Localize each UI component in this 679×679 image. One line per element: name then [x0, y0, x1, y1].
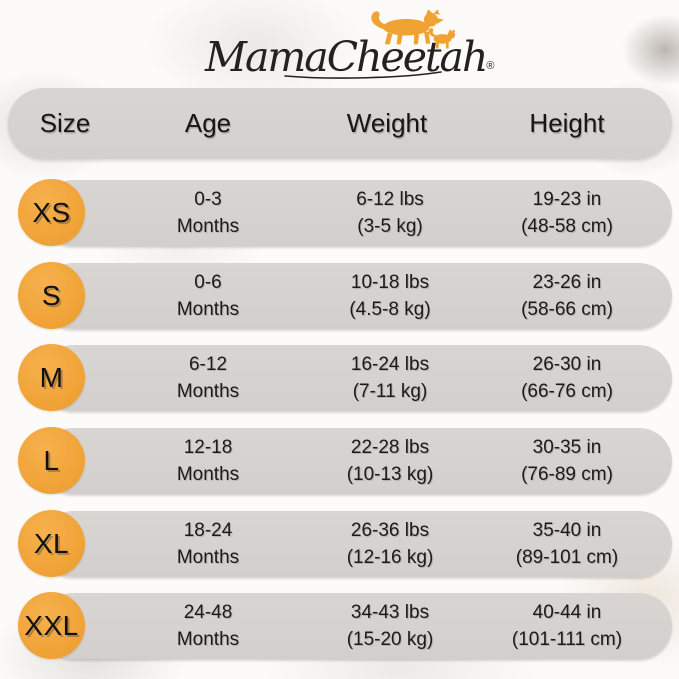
- table-row-xxl: XXL 24-48 Months 34-43 lbs (15-20 kg) 40-4…: [0, 592, 679, 660]
- brand-text: MamaCheetah: [205, 33, 488, 81]
- age-range: 0-3: [194, 189, 222, 210]
- age-range: 12-18: [183, 437, 233, 458]
- weight-cell: 6-12 lbs (3-5 kg): [300, 180, 480, 246]
- size-badge: XS: [18, 179, 85, 246]
- header-age: Age: [184, 108, 232, 138]
- table-row-m: M 6-12 Months 16-24 lbs (7-11 kg) 26-30 in…: [0, 344, 679, 412]
- height-cm: (48-58 cm): [521, 216, 613, 237]
- age-range: 18-24: [183, 520, 233, 541]
- weight-lbs: 10-18 lbs: [350, 272, 430, 293]
- height-in: 26-30 in: [532, 354, 602, 375]
- height-cell: 35-40 in (89-101 cm): [467, 511, 667, 577]
- height-cell: 30-35 in (76-89 cm): [467, 428, 667, 494]
- height-cm: (89-101 cm): [515, 547, 619, 568]
- size-label: XS: [32, 196, 71, 228]
- height-cm: (101-111 cm): [511, 629, 623, 650]
- age-cell: 0-3 Months: [118, 180, 298, 246]
- size-label: S: [41, 279, 62, 311]
- weight-cell: 10-18 lbs (4.5-8 kg): [300, 263, 480, 329]
- weight-kg: (10-13 kg): [346, 464, 434, 485]
- table-row-xs: XS 0-3 Months 6-12 lbs (3-5 kg) 19-23 in (4…: [0, 179, 679, 247]
- age-cell: 0-6 Months: [118, 263, 298, 329]
- cheetah-icon: [371, 9, 456, 49]
- row-pill: [40, 263, 672, 329]
- header-height: Height: [529, 108, 605, 138]
- size-badge: M: [18, 344, 85, 411]
- age-cell: 18-24 Months: [118, 511, 298, 577]
- age-unit: Months: [176, 216, 240, 237]
- height-in: 23-26 in: [532, 272, 602, 293]
- weight-cell: 26-36 lbs (12-16 kg): [300, 511, 480, 577]
- height-in: 35-40 in: [532, 520, 602, 541]
- weight-lbs: 34-43 lbs: [350, 602, 430, 623]
- table-row-s: S 0-6 Months 10-18 lbs (4.5-8 kg) 23-26 in…: [0, 262, 679, 330]
- age-range: 6-12: [188, 354, 228, 375]
- size-badge: L: [18, 427, 85, 494]
- weight-cell: 22-28 lbs (10-13 kg): [300, 428, 480, 494]
- row-pill: [40, 180, 672, 246]
- size-label: M: [39, 361, 64, 393]
- table-row-l: L 12-18 Months 22-28 lbs (10-13 kg) 30-35 …: [0, 427, 679, 495]
- age-range: 24-48: [183, 602, 233, 623]
- brand-logo: MamaCheetah®: [205, 4, 495, 86]
- table-row-xl: XL 18-24 Months 26-36 lbs (12-16 kg) 35-40…: [0, 510, 679, 578]
- row-pill: [40, 511, 672, 577]
- height-in: 40-44 in: [532, 602, 602, 623]
- age-range: 0-6: [194, 272, 222, 293]
- weight-kg: (7-11 kg): [352, 381, 428, 402]
- size-label: XXL: [24, 609, 79, 641]
- height-cm: (58-66 cm): [521, 299, 613, 320]
- weight-kg: (12-16 kg): [346, 547, 434, 568]
- weight-lbs: 6-12 lbs: [356, 189, 424, 210]
- header-size: Size: [39, 108, 91, 138]
- weight-cell: 16-24 lbs (7-11 kg): [300, 345, 480, 411]
- age-unit: Months: [176, 464, 240, 485]
- weight-lbs: 16-24 lbs: [350, 354, 430, 375]
- weight-kg: (4.5-8 kg): [349, 299, 431, 320]
- weight-kg: (3-5 kg): [357, 216, 423, 237]
- age-unit: Months: [176, 381, 240, 402]
- height-cell: 26-30 in (66-76 cm): [467, 345, 667, 411]
- header-weight: Weight: [346, 108, 428, 138]
- row-pill: [40, 428, 672, 494]
- size-label: L: [43, 444, 60, 476]
- row-pill: [40, 593, 672, 659]
- weight-kg: (15-20 kg): [346, 629, 434, 650]
- age-unit: Months: [176, 299, 240, 320]
- age-unit: Months: [176, 547, 240, 568]
- height-cm: (76-89 cm): [521, 464, 613, 485]
- size-badge: S: [18, 262, 85, 329]
- height-cm: (66-76 cm): [521, 381, 613, 402]
- weight-lbs: 22-28 lbs: [350, 437, 430, 458]
- age-cell: 6-12 Months: [118, 345, 298, 411]
- row-pill: [40, 345, 672, 411]
- size-badge: XXL: [18, 592, 85, 659]
- size-label: XL: [33, 527, 70, 559]
- height-cell: 40-44 in (101-111 cm): [467, 593, 667, 659]
- logo-flourish: [284, 71, 442, 79]
- height-in: 19-23 in: [532, 189, 602, 210]
- age-unit: Months: [176, 629, 240, 650]
- age-cell: 12-18 Months: [118, 428, 298, 494]
- height-in: 30-35 in: [532, 437, 602, 458]
- weight-cell: 34-43 lbs (15-20 kg): [300, 593, 480, 659]
- brand-name: MamaCheetah®: [205, 37, 495, 78]
- height-cell: 19-23 in (48-58 cm): [467, 180, 667, 246]
- weight-lbs: 26-36 lbs: [350, 520, 430, 541]
- age-cell: 24-48 Months: [118, 593, 298, 659]
- size-badge: XL: [18, 510, 85, 577]
- table-header: Size Age Weight Height: [8, 88, 672, 159]
- registered-mark: ®: [486, 60, 495, 72]
- height-cell: 23-26 in (58-66 cm): [467, 263, 667, 329]
